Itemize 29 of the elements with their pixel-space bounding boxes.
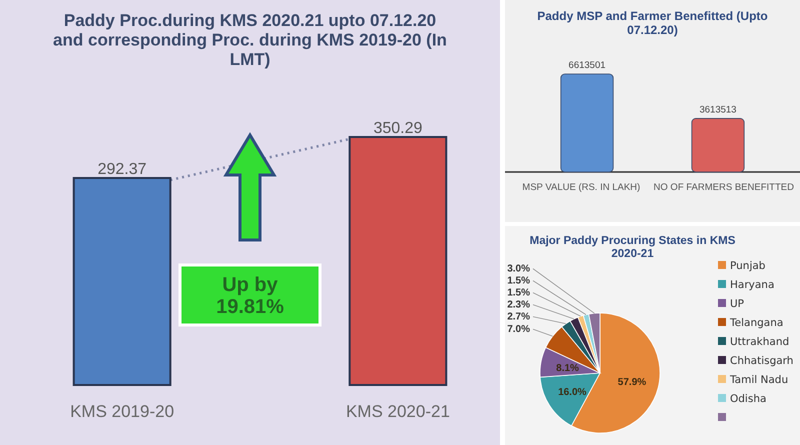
data-label: 1.5%: [507, 276, 530, 287]
data-label: 1.5%: [507, 288, 530, 299]
legend-label: Haryana: [730, 279, 774, 291]
legend-label: Tamil Nadu: [729, 374, 788, 386]
data-label: 57.9%: [618, 377, 646, 388]
chart-title: Paddy Proc.during KMS 2020.21 upto 07.12.20 and corresponding Proc. during KMS 2019-20 (In LMT): [53, 11, 447, 70]
data-label: 350.29: [373, 120, 422, 137]
data-label: 2.7%: [507, 312, 530, 323]
legend-label: Uttrakhand: [730, 336, 790, 348]
data-label: 16.0%: [558, 386, 587, 398]
legend-label: UP: [730, 298, 744, 310]
chart-title: Paddy MSP and Farmer Benefitted (Upto 07.12.20): [537, 9, 768, 37]
legend-label: Chhatisgarh: [730, 355, 794, 367]
annotation: Up by 19.81%: [216, 274, 284, 318]
data-label: 2.3%: [507, 300, 530, 311]
x-tick-label: MSP VALUE (RS. IN LAKH): [522, 182, 640, 193]
x-tick-label: KMS 2019-20: [70, 402, 174, 421]
data-label: 6613501: [568, 60, 606, 71]
legend-label: Odisha: [730, 393, 766, 405]
x-tick-label: KMS 2020-21: [346, 402, 450, 421]
x-tick-label: NO OF FARMERS BENEFITTED: [654, 182, 794, 193]
legend-label: Punjab: [730, 260, 766, 272]
data-label: 8.1%: [556, 362, 580, 374]
data-label: 3613513: [699, 104, 736, 116]
data-label: 292.37: [98, 161, 147, 178]
data-label: 3.0%: [507, 264, 530, 275]
data-label: 7.0%: [507, 324, 530, 336]
legend-label: Telangana: [729, 317, 784, 329]
chart-title: Major Paddy Procuring States in KMS 2020-21: [530, 235, 736, 260]
